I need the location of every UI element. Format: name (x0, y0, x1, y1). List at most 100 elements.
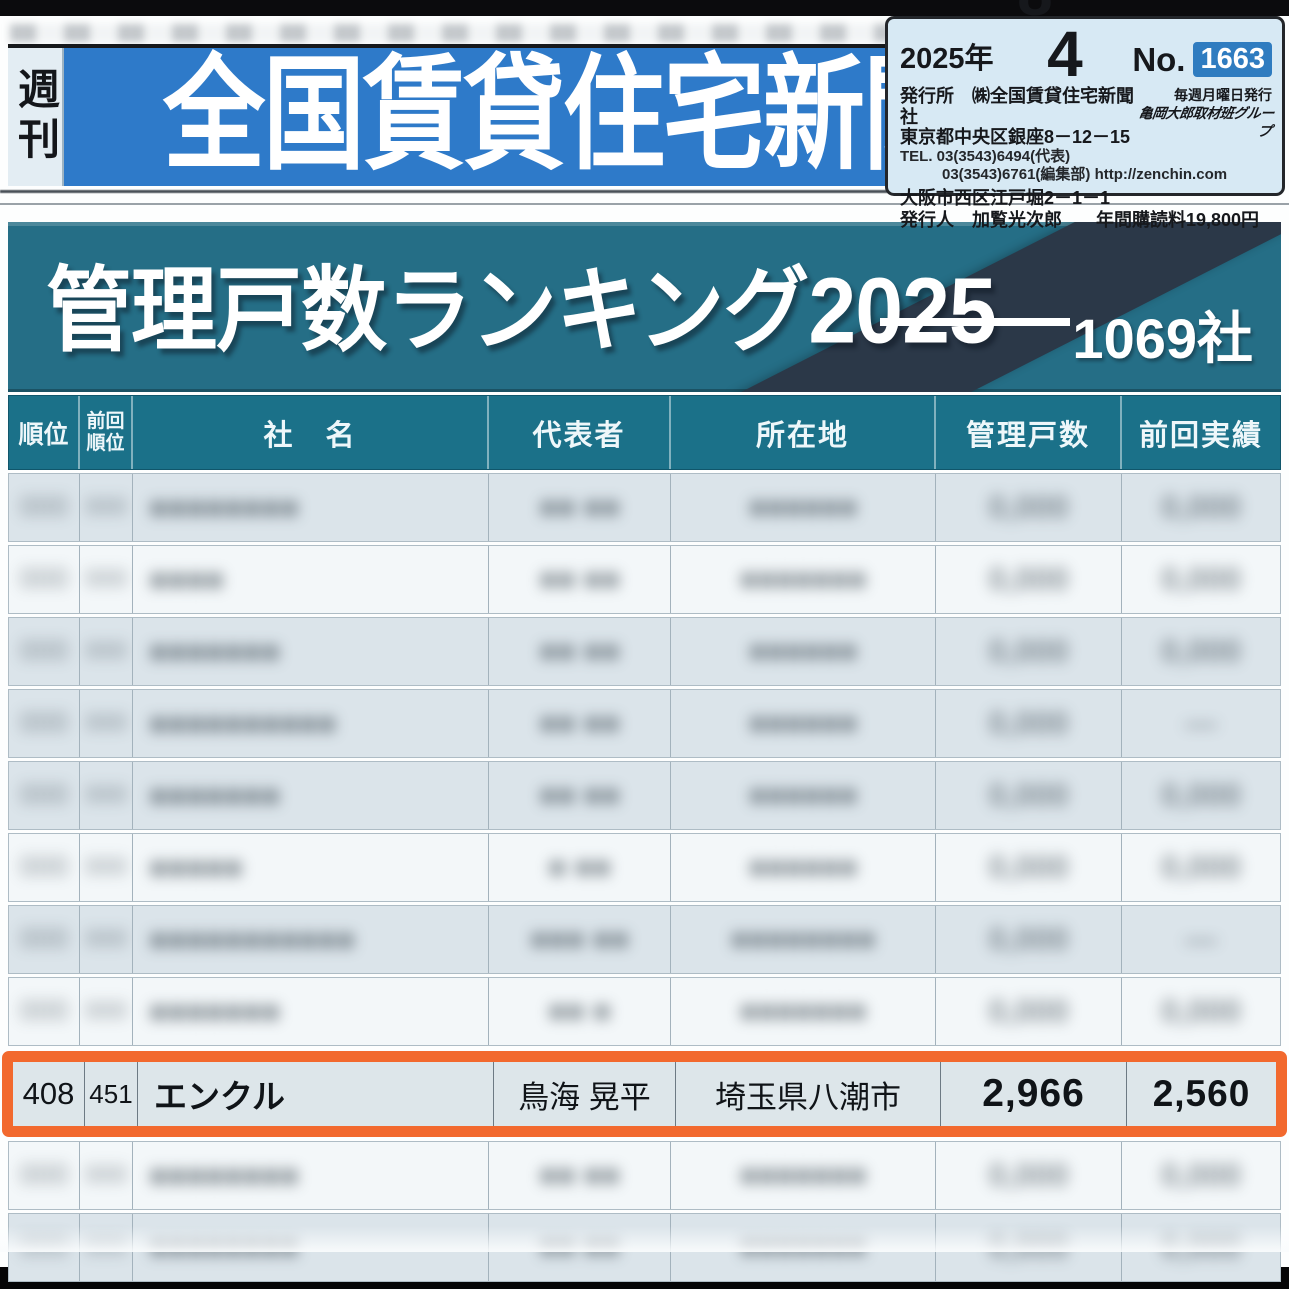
cell-rank: 000 (9, 618, 80, 685)
cell-units: 0,000 (936, 978, 1122, 1045)
cell-company: ■■■■■■■ (133, 762, 489, 829)
cell-prev-units: 0,000 (1160, 777, 1242, 813)
cell-prev-units: — (1185, 921, 1217, 957)
osaka-address: 大阪市西区江戸堀2－1－1 (900, 188, 1111, 209)
cell-units: 0,000 (936, 834, 1122, 901)
cell-company: ■■■■■■■■■■ (133, 690, 489, 757)
bottom-fade (0, 1226, 1289, 1252)
masthead-top-rule (8, 44, 1062, 48)
weekly-label: 週刊 (11, 67, 58, 167)
cell-location: ■■■■■■■■ (671, 906, 936, 973)
issue-number-badge: 1663 (1193, 42, 1272, 77)
cell-representative: ■■■ ■■ (489, 906, 671, 973)
publisher-person-row: 発行人 加覧光次郎 年間購読料19,800円 (900, 210, 1272, 232)
publisher-person: 発行人 加覧光次郎 (900, 210, 1062, 231)
highlight-frame: 408 451 エンクル 鳥海 晃平 埼玉県八潮市 2,966 2,560 (2, 1051, 1287, 1137)
cell-company: ■■■■■■■ (133, 618, 489, 685)
cell-units: 0,000 (936, 618, 1122, 685)
issue-date: 8・4 (1017, 0, 1113, 91)
cell-representative: ■■ ■ (489, 978, 671, 1045)
cell-units: 0,000 (936, 690, 1122, 757)
tokyo-address: 東京都中央区銀座8－12－15 (900, 127, 1131, 148)
cell-prev-units: 0,000 (1160, 993, 1242, 1029)
cell-rank: 000 (9, 834, 80, 901)
publication-frequency: 毎週月曜日発行 (1174, 87, 1272, 103)
header-prev-rank: 前回順位 (80, 396, 133, 469)
issue-year: 2025年 (900, 43, 994, 75)
cell-company: ■■■■■■■ (133, 978, 489, 1045)
issue-date-row: 2025年 8・4 No. 1663 (900, 0, 1272, 86)
divider-rule (0, 203, 1289, 205)
table-row-blurred: 000 000 ■■■■■ ■ ■■ ■■■■■■ 0,000 0,000 (8, 833, 1281, 902)
weekly-label-box: 週刊 (8, 48, 64, 186)
frequency-block: 毎週月曜日発行 亀岡大郎取材班グループ (1135, 86, 1275, 140)
group-logo-text: 亀岡大郎取材班グループ (1137, 104, 1275, 139)
cell-prev-rank: 000 (80, 618, 133, 685)
cell-location: ■■■■■■■ (671, 1142, 936, 1209)
cell-rank: 000 (9, 690, 80, 757)
publisher-line: 発行所 ㈱全国賃貸住宅新聞社 (900, 86, 1134, 127)
table-row-blurred: 000 000 ■■■■■■■■ ■■ ■■ ■■■■■■ 0,000 0,000 (8, 473, 1281, 542)
ranking-table: 順位 前回順位 社 名 代表者 所在地 管理戸数 前回実績 000 000 ■■■■… (2, 395, 1287, 1282)
cell-prev-rank: 000 (80, 906, 133, 973)
cell-prev-rank: 000 (80, 690, 133, 757)
cell-units: 2,966 (941, 1062, 1127, 1126)
table-row-blurred: 000 000 ■■■■■■■■■■ ■■ ■■ ■■■■■■ 0,000— (8, 689, 1281, 758)
cell-company: ■■■■ (133, 546, 489, 613)
cell-rank: 000 (9, 546, 80, 613)
cell-representative: ■■ ■■ (489, 762, 671, 829)
cell-location: ■■■■■■ (671, 762, 936, 829)
header-prev-units: 前回実績 (1138, 419, 1263, 452)
cell-rank: 000 (9, 978, 80, 1045)
cell-company: エンクル (138, 1062, 494, 1126)
cell-prev-rank: 000 (80, 546, 133, 613)
header-location: 所在地 (671, 396, 936, 469)
cell-units: 0,000 (936, 762, 1122, 829)
cell-location: ■■■■■■ (671, 834, 936, 901)
publisher-address-block: 発行所 ㈱全国賃貸住宅新聞社 東京都中央区銀座8－12－15 (900, 86, 1135, 148)
cell-prev-rank: 451 (85, 1062, 138, 1126)
issue-no-label: No. (1132, 41, 1186, 78)
cell-location: ■■■■■■■ (671, 978, 936, 1045)
cell-location: ■■■■■■ (671, 474, 936, 541)
tel-editorial: 03(3543)6761(編集部) http://zenchin.com (942, 166, 1228, 184)
cell-prev-rank: 000 (80, 834, 133, 901)
photo-top-edge (0, 0, 1289, 16)
cell-units: 0,000 (936, 1142, 1122, 1209)
blurred-rows-above: 000 000 ■■■■■■■■ ■■ ■■ ■■■■■■ 0,000 0,000 000 00… (8, 473, 1281, 1046)
cell-location: 埼玉県八潮市 (676, 1062, 941, 1126)
cell-representative: ■ ■■ (489, 834, 671, 901)
cell-rank: 000 (9, 1142, 80, 1209)
cell-units: 0,000 (936, 474, 1122, 541)
header-units: 管理戸数 (936, 396, 1122, 469)
ranking-title: 管理戸数ランキング2025 (46, 259, 997, 364)
subscription-fee: 年間購読料19,800円 (1096, 210, 1260, 231)
table-row-highlighted: 408 451 エンクル 鳥海 晃平 埼玉県八潮市 2,966 2,560 (13, 1062, 1276, 1126)
blurred-header-text (10, 24, 1060, 42)
cell-prev-units: 0,000 (1160, 849, 1242, 885)
newspaper-title: 全国賃貸住宅新聞 (163, 48, 965, 186)
cell-units: 0,000 (936, 546, 1122, 613)
cell-rank: 000 (9, 474, 80, 541)
cell-units: 0,000 (936, 906, 1122, 973)
tel-main: TEL. 03(3543)6494(代表) (900, 148, 1071, 166)
cell-prev-units: 0,000 (1160, 489, 1242, 525)
cell-prev-rank: 000 (80, 978, 133, 1045)
cell-representative: ■■ ■■ (489, 618, 671, 685)
table-row-blurred: 000 000 ■■■■■■■■■■■ ■■■ ■■ ■■■■■■■■ 0,000— (8, 905, 1281, 974)
publisher-row: 発行所 ㈱全国賃貸住宅新聞社 東京都中央区銀座8－12－15 毎週月曜日発行 亀… (900, 86, 1275, 148)
cell-prev-units: — (1185, 705, 1217, 741)
cell-prev-rank: 000 (80, 474, 133, 541)
issue-info-box: 2025年 8・4 No. 1663 発行所 ㈱全国賃貸住宅新聞社 東京都中央区… (885, 0, 1285, 230)
table-header-row: 順位 前回順位 社 名 代表者 所在地 管理戸数 前回実績 (8, 395, 1281, 470)
cell-company: ■■■■■■■■ (133, 474, 489, 541)
ranking-headline-banner: 管理戸数ランキング2025 1069社 (8, 222, 1281, 392)
cell-prev-units: 0,000 (1160, 561, 1242, 597)
header-company: 社 名 (133, 396, 489, 469)
header-representative: 代表者 (489, 396, 671, 469)
cell-location: ■■■■■■ (671, 618, 936, 685)
